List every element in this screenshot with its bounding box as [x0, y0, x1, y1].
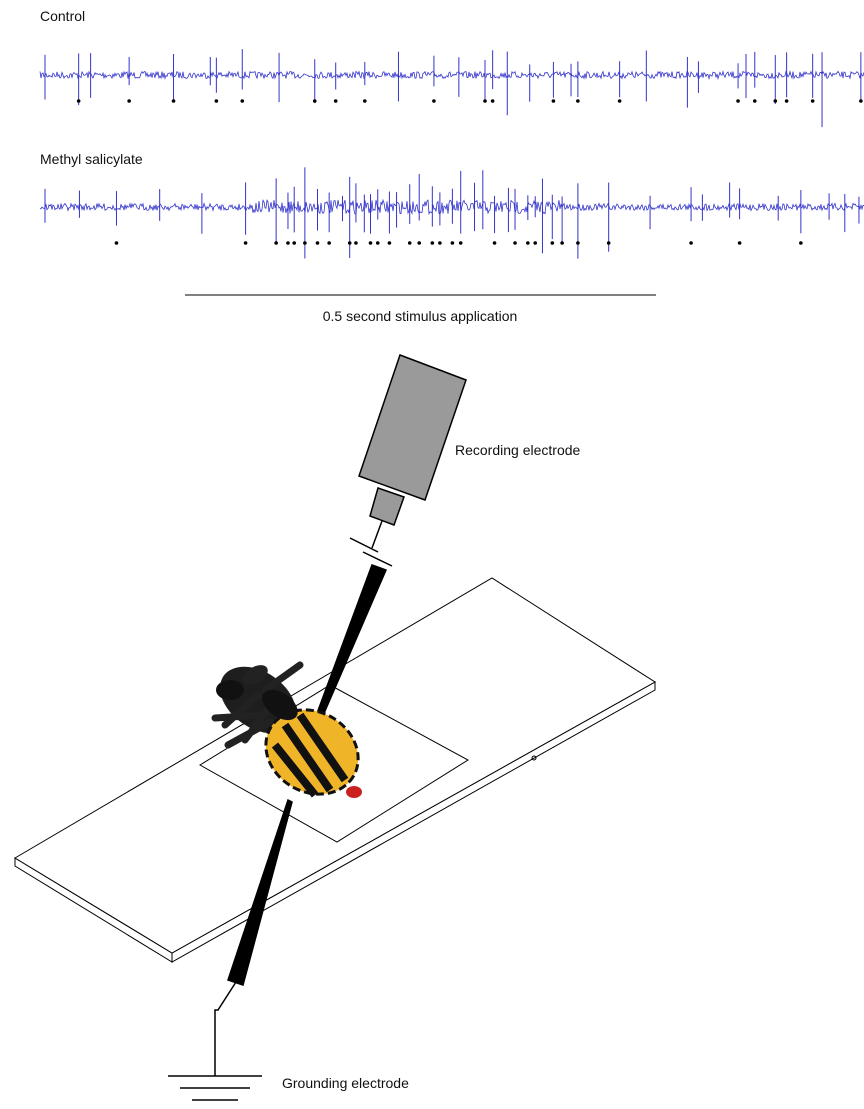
spike-dot [483, 99, 487, 103]
spike-dot [799, 241, 803, 245]
spike-dot [560, 241, 564, 245]
figure: Control Methyl salicylate 0.5 second sti… [0, 0, 864, 1109]
recording-label: Recording electrode [455, 442, 581, 458]
spike-dot [451, 241, 455, 245]
spike-dot [172, 99, 176, 103]
spike-dot [274, 241, 278, 245]
spike-dot [376, 241, 380, 245]
stimulus-label: 0.5 second stimulus application [323, 308, 518, 324]
spike-dot [526, 241, 530, 245]
spike-dot [773, 99, 777, 103]
spike-dot [859, 99, 863, 103]
signal [40, 72, 864, 79]
spike-dot [334, 99, 338, 103]
spike-dot [115, 241, 119, 245]
spike-dot [417, 241, 421, 245]
spike-dot [286, 241, 290, 245]
spike-dot [77, 99, 81, 103]
spike-dot [607, 241, 611, 245]
spike-dot [438, 241, 442, 245]
spike-dot [736, 99, 740, 103]
spike-dot [491, 99, 495, 103]
stimulus-trace [40, 167, 864, 258]
spike-dot [316, 241, 320, 245]
spike-dot [493, 241, 497, 245]
spike-dot [354, 241, 358, 245]
spike-dot [431, 241, 435, 245]
spike-dot [459, 241, 463, 245]
spike-dot [576, 241, 580, 245]
spike-dot [576, 99, 580, 103]
grounding-label: Grounding electrode [282, 1075, 409, 1091]
spike-dot [618, 99, 622, 103]
spike-dot [550, 241, 554, 245]
spike-dot [738, 241, 742, 245]
spike-dot [513, 241, 517, 245]
spike-dot [292, 241, 296, 245]
spike-dot [348, 241, 352, 245]
spike-dot [215, 99, 219, 103]
trace-label: Control [40, 8, 85, 24]
spike-dot [388, 241, 392, 245]
spike-dot [327, 241, 331, 245]
trace-label: Methyl salicylate [40, 151, 143, 167]
spike-dot [127, 99, 131, 103]
spike-dot [552, 99, 556, 103]
spike-dot [408, 241, 412, 245]
control-trace [40, 49, 864, 127]
spike-dot [303, 241, 307, 245]
spike-dot [432, 99, 436, 103]
spike-dot [689, 241, 693, 245]
spike-dot [313, 99, 317, 103]
spike-dot [363, 99, 367, 103]
spike-dot [240, 99, 244, 103]
spike-dot [369, 241, 373, 245]
spike-dot [785, 99, 789, 103]
spike-dot [533, 241, 537, 245]
spike-dot [244, 241, 248, 245]
spike-dot [753, 99, 757, 103]
spike-dot [811, 99, 815, 103]
